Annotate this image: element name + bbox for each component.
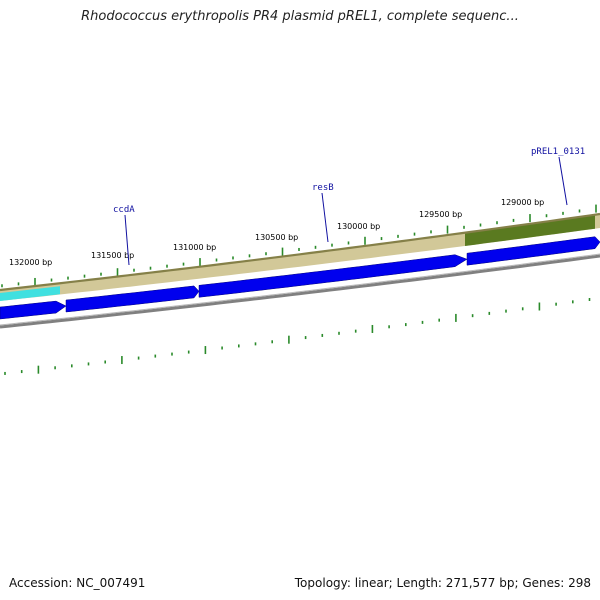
gene-arrow xyxy=(65,285,200,313)
backbone-layer xyxy=(0,253,600,329)
backbone-highlight xyxy=(0,253,600,326)
position-label: 131500 bp xyxy=(91,251,134,260)
position-label: 130000 bp xyxy=(337,222,380,231)
gene-label: resB xyxy=(312,183,334,193)
gene-label-line xyxy=(321,192,329,243)
position-label: 131000 bp xyxy=(173,243,216,252)
position-label: 129000 bp xyxy=(501,198,544,207)
lower-ticks xyxy=(4,297,591,375)
gene-label: ccdA xyxy=(113,205,135,215)
band-outline xyxy=(0,212,600,292)
feature-band-dark xyxy=(465,214,595,246)
upper-ticks xyxy=(1,204,597,288)
position-label: 130500 bp xyxy=(255,233,298,242)
feature-band-cyan xyxy=(0,286,60,301)
map-title: Rhodococcus erythropolis PR4 plasmid pRE… xyxy=(81,9,519,24)
backbone-line xyxy=(0,254,600,329)
gene-label-line xyxy=(558,156,568,206)
gene-arrow xyxy=(466,236,600,266)
accession-text: Accession: NC_007491 xyxy=(9,576,146,590)
band-layer xyxy=(0,212,600,301)
gene-layer xyxy=(0,234,600,321)
gene-label: pREL1_0131 xyxy=(531,147,585,157)
gene-label-line xyxy=(124,214,130,266)
gene-arrow xyxy=(0,300,67,320)
summary-text: Topology: linear; Length: 271,577 bp; Ge… xyxy=(294,576,591,590)
gene-label-layer: ccdA resB pREL1_0131 xyxy=(113,147,585,266)
position-label: 132000 bp xyxy=(9,258,52,267)
position-label: 129500 bp xyxy=(419,210,462,219)
gene-arrow xyxy=(198,254,468,298)
position-labels: 132000 bp 131500 bp 131000 bp 130500 bp 1300… xyxy=(9,198,544,267)
